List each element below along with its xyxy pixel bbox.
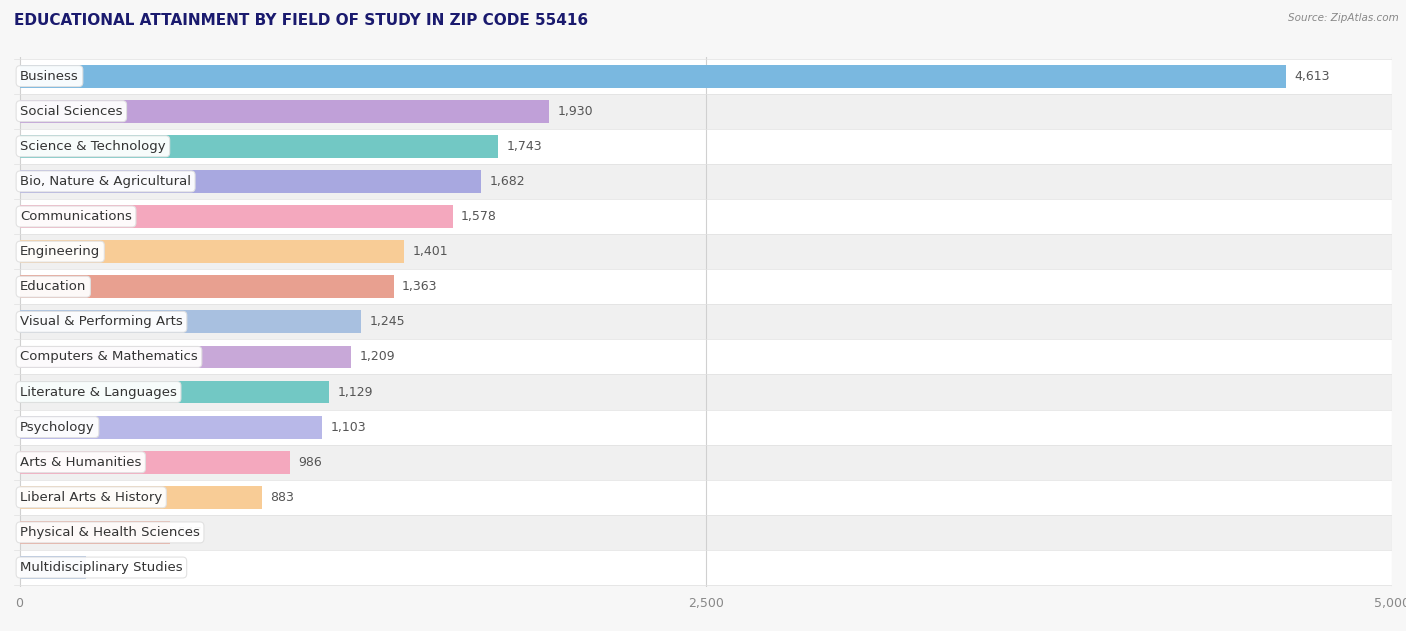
- Text: 1,363: 1,363: [402, 280, 437, 293]
- Bar: [20, 550, 1392, 585]
- Text: Psychology: Psychology: [20, 421, 94, 433]
- Text: 1,129: 1,129: [337, 386, 373, 399]
- Text: 1,401: 1,401: [412, 245, 449, 258]
- Bar: [20, 100, 550, 122]
- Bar: [20, 480, 1392, 515]
- Text: EDUCATIONAL ATTAINMENT BY FIELD OF STUDY IN ZIP CODE 55416: EDUCATIONAL ATTAINMENT BY FIELD OF STUDY…: [14, 13, 588, 28]
- Bar: [20, 275, 394, 298]
- Text: 547: 547: [179, 526, 202, 539]
- Text: 1,578: 1,578: [461, 210, 496, 223]
- Text: 986: 986: [298, 456, 322, 469]
- Text: 241: 241: [94, 561, 118, 574]
- Bar: [20, 339, 1392, 374]
- Bar: [20, 486, 262, 509]
- Text: Source: ZipAtlas.com: Source: ZipAtlas.com: [1288, 13, 1399, 23]
- Bar: [20, 380, 329, 403]
- Bar: [20, 304, 1392, 339]
- Text: Business: Business: [20, 69, 79, 83]
- Bar: [20, 170, 481, 193]
- Bar: [20, 240, 404, 263]
- Bar: [20, 346, 352, 369]
- Text: 1,682: 1,682: [489, 175, 524, 188]
- Bar: [20, 445, 1392, 480]
- Text: Physical & Health Sciences: Physical & Health Sciences: [20, 526, 200, 539]
- Text: Communications: Communications: [20, 210, 132, 223]
- Text: Social Sciences: Social Sciences: [20, 105, 122, 118]
- Bar: [20, 451, 290, 474]
- Bar: [20, 59, 1392, 93]
- Text: Liberal Arts & History: Liberal Arts & History: [20, 491, 162, 504]
- Bar: [20, 515, 1392, 550]
- Text: Engineering: Engineering: [20, 245, 100, 258]
- Text: Education: Education: [20, 280, 87, 293]
- Bar: [20, 135, 498, 158]
- Bar: [20, 521, 170, 544]
- Bar: [20, 93, 1392, 129]
- Bar: [20, 205, 453, 228]
- Text: 1,209: 1,209: [360, 350, 395, 363]
- Text: Multidisciplinary Studies: Multidisciplinary Studies: [20, 561, 183, 574]
- Text: Arts & Humanities: Arts & Humanities: [20, 456, 142, 469]
- Bar: [20, 556, 86, 579]
- Text: Literature & Languages: Literature & Languages: [20, 386, 177, 399]
- Text: 1,743: 1,743: [506, 140, 541, 153]
- Bar: [20, 416, 322, 439]
- Bar: [20, 65, 1285, 88]
- Bar: [20, 129, 1392, 164]
- Bar: [20, 374, 1392, 410]
- Text: Visual & Performing Arts: Visual & Performing Arts: [20, 316, 183, 328]
- Bar: [20, 234, 1392, 269]
- Text: 1,930: 1,930: [558, 105, 593, 118]
- Bar: [20, 310, 361, 333]
- Text: Computers & Mathematics: Computers & Mathematics: [20, 350, 198, 363]
- Bar: [20, 164, 1392, 199]
- Text: Science & Technology: Science & Technology: [20, 140, 166, 153]
- Bar: [20, 199, 1392, 234]
- Text: 1,245: 1,245: [370, 316, 405, 328]
- Bar: [20, 269, 1392, 304]
- Text: 883: 883: [270, 491, 294, 504]
- Bar: [20, 410, 1392, 445]
- Text: Bio, Nature & Agricultural: Bio, Nature & Agricultural: [20, 175, 191, 188]
- Text: 4,613: 4,613: [1294, 69, 1330, 83]
- Text: 1,103: 1,103: [330, 421, 366, 433]
